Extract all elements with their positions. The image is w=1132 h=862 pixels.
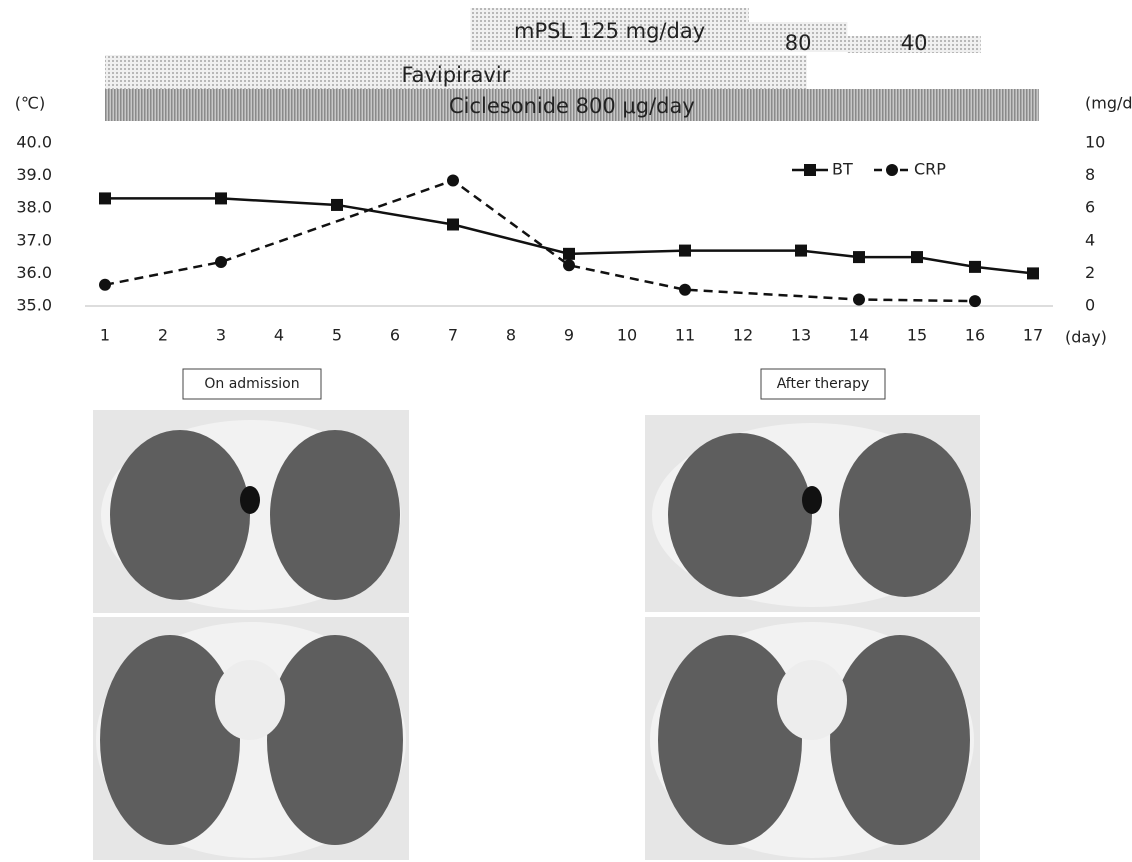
y2-tick-label: 8 — [1085, 165, 1095, 184]
y-tick-label: 40.0 — [16, 133, 52, 152]
marker — [795, 245, 807, 257]
y-tick-label: 38.0 — [16, 198, 52, 217]
x-tick-label: 13 — [791, 326, 811, 345]
y-tick-label: 36.0 — [16, 263, 52, 282]
marker — [679, 284, 691, 296]
marker — [853, 251, 865, 263]
ct-right-top — [645, 415, 980, 612]
x-tick-label: 10 — [617, 326, 637, 345]
x-tick-label: 2 — [158, 326, 168, 345]
y-axis-title: (℃) — [15, 94, 45, 113]
y2-axis-title: (mg/dL) — [1085, 94, 1132, 113]
legend-marker — [886, 164, 898, 176]
marker — [99, 279, 111, 291]
legend-label: BT — [832, 160, 853, 179]
x-tick-label: 17 — [1023, 326, 1043, 345]
ct-right-bottom — [645, 617, 980, 860]
figure: (℃) (mg/dL) (day) On admission After the… — [0, 0, 1132, 862]
x-axis-title: (day) — [1065, 328, 1107, 347]
treatment-label: mPSL 125 mg/day — [514, 19, 705, 43]
x-tick-label: 5 — [332, 326, 342, 345]
x-tick-label: 15 — [907, 326, 927, 345]
x-tick-label: 12 — [733, 326, 753, 345]
treatment-label: Favipiravir — [401, 63, 510, 87]
marker — [331, 199, 343, 211]
marker — [563, 248, 575, 260]
y-tick-label: 35.0 — [16, 296, 52, 315]
x-tick-label: 3 — [216, 326, 226, 345]
y2-tick-label: 6 — [1085, 198, 1095, 217]
marker — [215, 192, 227, 204]
y-tick-label: 37.0 — [16, 230, 52, 249]
panel-label: On admission — [204, 376, 299, 392]
x-tick-label: 11 — [675, 326, 695, 345]
x-tick-label: 9 — [564, 326, 574, 345]
legend-label: CRP — [914, 160, 946, 179]
y-tick-label: 39.0 — [16, 165, 52, 184]
x-tick-label: 1 — [100, 326, 110, 345]
y2-tick-label: 0 — [1085, 296, 1095, 315]
ct-left-bottom — [93, 617, 409, 860]
marker — [1027, 267, 1039, 279]
treatment-label: 80 — [785, 31, 812, 55]
x-tick-label: 7 — [448, 326, 458, 345]
marker — [215, 256, 227, 268]
marker — [447, 174, 459, 186]
marker — [969, 261, 981, 273]
ct-images — [93, 410, 980, 860]
x-tick-label: 4 — [274, 326, 284, 345]
x-tick-label: 16 — [965, 326, 985, 345]
treatment-label: Ciclesonide 800 μg/day — [449, 94, 695, 118]
marker — [447, 219, 459, 231]
y2-tick-label: 2 — [1085, 263, 1095, 282]
x-tick-label: 14 — [849, 326, 869, 345]
marker — [99, 192, 111, 204]
x-tick-label: 8 — [506, 326, 516, 345]
panel-label: After therapy — [777, 376, 870, 392]
ct-left-top — [93, 410, 409, 613]
treatment-label: 40 — [901, 31, 928, 55]
x-tick-label: 6 — [390, 326, 400, 345]
marker — [911, 251, 923, 263]
marker — [969, 295, 981, 307]
marker — [853, 293, 865, 305]
marker — [563, 259, 575, 271]
y2-tick-label: 4 — [1085, 230, 1095, 249]
legend-marker — [804, 164, 816, 176]
y2-tick-label: 10 — [1085, 133, 1105, 152]
marker — [679, 245, 691, 257]
